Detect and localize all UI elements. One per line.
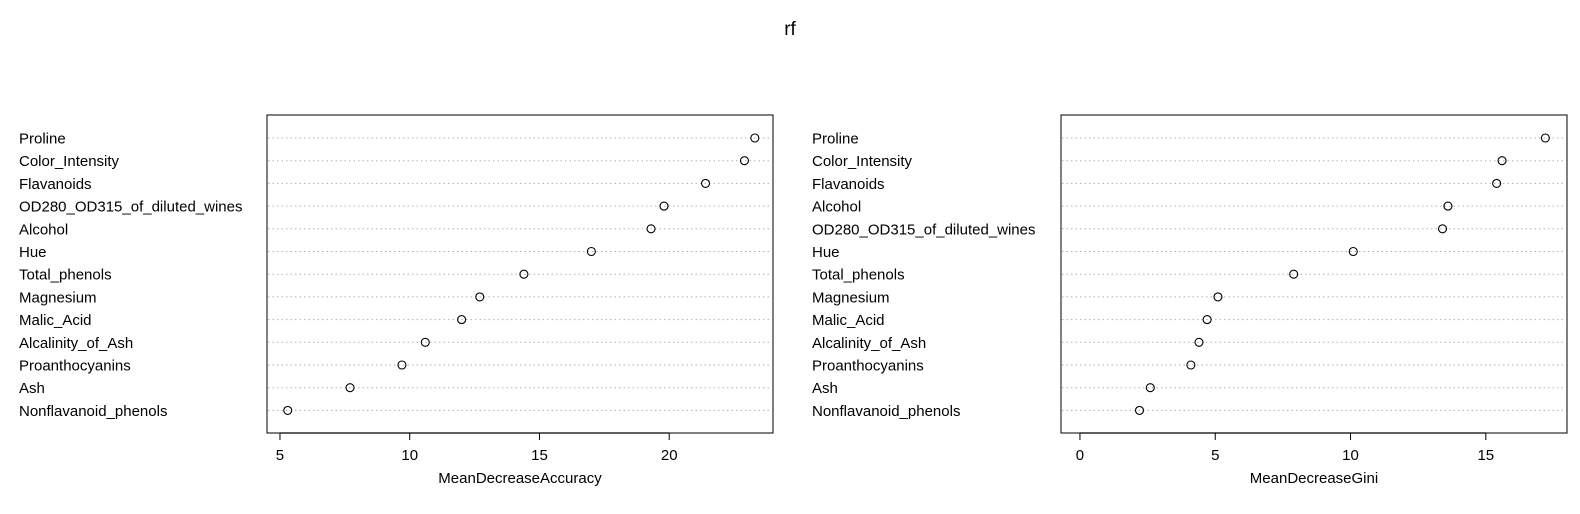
x-tick-label: 15 bbox=[531, 447, 548, 464]
x-tick-label: 15 bbox=[1477, 447, 1494, 464]
data-point bbox=[1134, 405, 1145, 415]
data-point bbox=[283, 405, 293, 415]
data-point bbox=[1540, 133, 1550, 143]
x-tick-label: 5 bbox=[1211, 447, 1219, 464]
data-point bbox=[739, 156, 750, 166]
data-point bbox=[1145, 383, 1155, 393]
data-point bbox=[1213, 292, 1223, 302]
category-label: Magnesium bbox=[812, 289, 890, 306]
panel-1: Proline Color_Intensity Flavanoids OD280_OD… bbox=[19, 114, 774, 487]
panel-2: Proline Color_Intensity Flavanoids Alcohol O… bbox=[812, 114, 1568, 487]
data-point bbox=[457, 315, 467, 325]
category-label: OD280_OD315_of_diluted_wines bbox=[812, 221, 1035, 238]
category-label: Malic_Acid bbox=[19, 312, 92, 329]
data-point bbox=[345, 383, 355, 393]
data-point bbox=[420, 337, 430, 347]
category-label: Color_Intensity bbox=[19, 153, 120, 170]
data-point bbox=[750, 133, 760, 143]
data-point bbox=[1443, 201, 1453, 211]
category-label: Color_Intensity bbox=[812, 153, 913, 170]
data-point bbox=[1289, 269, 1299, 279]
category-label: Proline bbox=[812, 131, 859, 148]
data-point bbox=[1437, 224, 1448, 234]
data-point bbox=[700, 178, 711, 188]
x-tick-label: 0 bbox=[1076, 447, 1084, 464]
data-point bbox=[1492, 178, 1502, 188]
category-label: Total_phenols bbox=[812, 267, 905, 284]
data-point bbox=[646, 224, 656, 234]
data-point bbox=[586, 246, 596, 257]
category-label: Proanthocyanins bbox=[812, 358, 924, 375]
x-tick-label: 10 bbox=[1342, 447, 1359, 464]
category-label: Proanthocyanins bbox=[19, 358, 131, 375]
category-label: Nonflavanoid_phenols bbox=[19, 403, 167, 420]
category-label: Alcalinity_of_Ash bbox=[812, 335, 926, 352]
category-label: Proline bbox=[19, 131, 66, 148]
category-label: Alcohol bbox=[812, 199, 861, 216]
category-label: Hue bbox=[19, 244, 47, 261]
data-point bbox=[1202, 315, 1212, 325]
data-point bbox=[1497, 156, 1507, 166]
category-label: Alcalinity_of_Ash bbox=[19, 335, 133, 352]
data-point bbox=[1348, 246, 1358, 257]
data-point bbox=[475, 292, 485, 302]
x-axis-label: MeanDecreaseAccuracy bbox=[438, 470, 602, 487]
data-point bbox=[659, 201, 669, 211]
category-label: Ash bbox=[19, 380, 45, 397]
data-point bbox=[1186, 360, 1196, 370]
category-label: Malic_Acid bbox=[812, 312, 885, 329]
x-tick-label: 10 bbox=[401, 447, 418, 464]
x-axis-label: MeanDecreaseGini bbox=[1250, 470, 1378, 487]
category-label: Magnesium bbox=[19, 289, 97, 306]
category-label: Flavanoids bbox=[19, 176, 92, 193]
data-point bbox=[1194, 337, 1204, 347]
data-point bbox=[397, 360, 407, 370]
category-label: Total_phenols bbox=[19, 267, 112, 284]
x-tick-label: 5 bbox=[276, 447, 284, 464]
x-tick-label: 20 bbox=[661, 447, 678, 464]
category-label: Ash bbox=[812, 380, 838, 397]
category-label: Hue bbox=[812, 244, 840, 261]
figure-title: rf bbox=[784, 19, 796, 40]
category-label: OD280_OD315_of_diluted_wines bbox=[19, 199, 242, 216]
category-label: Alcohol bbox=[19, 221, 68, 238]
data-point bbox=[519, 269, 529, 279]
category-label: Flavanoids bbox=[812, 176, 885, 193]
category-label: Nonflavanoid_phenols bbox=[812, 403, 960, 420]
